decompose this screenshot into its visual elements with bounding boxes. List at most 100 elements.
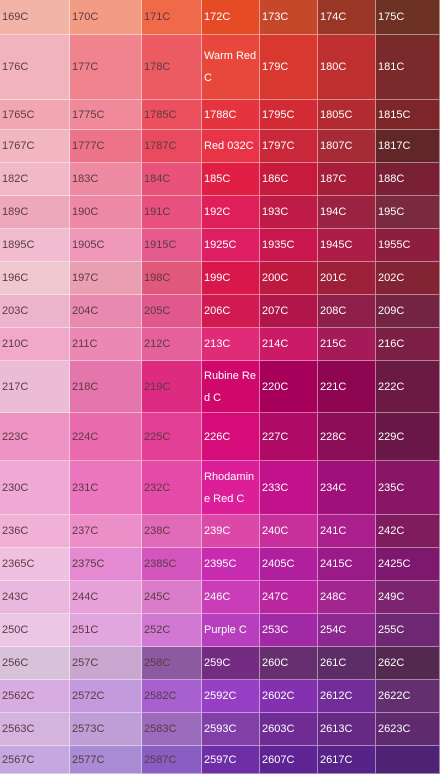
color-swatch: 248C: [318, 581, 376, 614]
color-swatch: 1815C: [376, 100, 440, 130]
color-swatch: 187C: [318, 163, 376, 196]
swatch-label: 2592C: [204, 690, 237, 702]
color-swatch: 213C: [202, 328, 260, 361]
color-swatch: 2587C: [142, 746, 202, 774]
color-swatch: 261C: [318, 647, 376, 680]
color-swatch: 193C: [260, 196, 318, 229]
swatch-label: 1817C: [378, 140, 411, 152]
swatch-label: 2395C: [204, 558, 237, 570]
swatch-label: 2603C: [262, 723, 295, 735]
color-swatch: 175C: [376, 0, 440, 35]
swatch-label: 2563C: [2, 723, 35, 735]
swatch-label: 2365C: [2, 558, 35, 570]
swatch-label: 202C: [378, 272, 405, 284]
swatch-label: 262C: [378, 657, 405, 669]
color-swatch: 2593C: [202, 713, 260, 746]
swatch-label: 235C: [378, 481, 405, 494]
color-swatch: 171C: [142, 0, 202, 35]
swatch-label: 258C: [144, 657, 171, 669]
color-swatch: 1807C: [318, 130, 376, 163]
swatch-row: 1895C 1905C 1915C 1925C 1935C 1945C 1955C: [0, 229, 440, 262]
color-swatch: 221C: [318, 361, 376, 413]
color-swatch: 210C: [0, 328, 70, 361]
color-swatch: 2563C: [0, 713, 70, 746]
swatch-row: 243C 244C 245C 246C 247C 248C 249C: [0, 581, 440, 614]
swatch-label: 2593C: [204, 723, 237, 735]
color-swatch: 235C: [376, 461, 440, 515]
color-swatch: 2613C: [318, 713, 376, 746]
swatch-label: 203C: [2, 305, 29, 317]
color-swatch: 2583C: [142, 713, 202, 746]
color-swatch: 177C: [70, 35, 142, 100]
color-swatch: 2623C: [376, 713, 440, 746]
swatch-label: 193C: [262, 206, 289, 218]
swatch-label: 178C: [144, 61, 171, 73]
color-swatch: [376, 746, 440, 774]
swatch-label: Red 032C: [204, 140, 254, 152]
swatch-label: 192C: [204, 206, 231, 218]
swatch-label: 252C: [144, 624, 171, 636]
swatch-label: 186C: [262, 173, 289, 185]
swatch-label: 227C: [262, 430, 289, 443]
swatch-label: 2617C: [320, 753, 353, 766]
color-swatch: 218C: [70, 361, 142, 413]
color-swatch: 2405C: [260, 548, 318, 581]
swatch-label: 1805C: [320, 108, 353, 121]
swatch-label: 211C: [72, 338, 98, 350]
color-swatch: 207C: [260, 295, 318, 328]
color-swatch: 220C: [260, 361, 318, 413]
swatch-label: Rhodamine Red C: [204, 470, 255, 505]
swatch-label: 2405C: [262, 558, 295, 570]
color-swatch: 252C: [142, 614, 202, 647]
color-swatch: 172C: [202, 0, 260, 35]
swatch-label: 1925C: [204, 239, 237, 251]
color-swatch: 1775C: [70, 100, 142, 130]
color-swatch: 1955C: [376, 229, 440, 262]
swatch-row: 189C 190C 191C 192C 193C 194C 195C: [0, 196, 440, 229]
color-swatch: 212C: [142, 328, 202, 361]
swatch-label: 2602C: [262, 690, 295, 702]
swatch-label: 2567C: [2, 753, 35, 766]
color-swatch: 214C: [260, 328, 318, 361]
color-swatch: 1915C: [142, 229, 202, 262]
swatch-row: 2567C 2577C 2587C 2597C 2607C 2617C: [0, 746, 440, 774]
color-swatch: 1895C: [0, 229, 70, 262]
color-swatch: 201C: [318, 262, 376, 295]
color-swatch: 2607C: [260, 746, 318, 774]
color-swatch: 181C: [376, 35, 440, 100]
swatch-label: 225C: [144, 430, 171, 443]
color-swatch: 188C: [376, 163, 440, 196]
color-swatch: 255C: [376, 614, 440, 647]
color-swatch: 1788C: [202, 100, 260, 130]
swatch-row: 217C 218C 219C Rubine Red C 220C 221C 222C: [0, 361, 440, 413]
color-swatch: Rubine Red C: [202, 361, 260, 413]
swatch-label: 222C: [378, 380, 405, 393]
swatch-label: 169C: [2, 11, 29, 23]
swatch-label: Purple C: [204, 624, 247, 636]
color-swatch: 2562C: [0, 680, 70, 713]
color-swatch: 184C: [142, 163, 202, 196]
swatch-label: 259C: [204, 657, 231, 669]
swatch-label: 237C: [72, 525, 99, 537]
color-swatch: 197C: [70, 262, 142, 295]
color-swatch: 2582C: [142, 680, 202, 713]
color-swatch: 1767C: [0, 130, 70, 163]
swatch-label: 185C: [204, 173, 231, 185]
swatch-label: 194C: [320, 206, 347, 218]
swatch-label: 1905C: [72, 239, 105, 251]
color-swatch: 206C: [202, 295, 260, 328]
swatch-label: 172C: [204, 11, 231, 23]
color-swatch: 196C: [0, 262, 70, 295]
swatch-label: 1767C: [2, 140, 35, 152]
color-swatch: 189C: [0, 196, 70, 229]
swatch-label: 201C: [320, 272, 347, 284]
color-swatch: 251C: [70, 614, 142, 647]
swatch-label: 2577C: [72, 753, 105, 766]
color-swatch: 173C: [260, 0, 318, 35]
color-swatch: 262C: [376, 647, 440, 680]
swatch-label: 233C: [262, 481, 289, 494]
swatch-row: 1765C 1775C 1785C 1788C 1795C 1805C 1815C: [0, 100, 440, 130]
swatch-label: 1788C: [204, 108, 237, 121]
color-swatch: 2602C: [260, 680, 318, 713]
swatch-label: 2375C: [72, 558, 105, 570]
